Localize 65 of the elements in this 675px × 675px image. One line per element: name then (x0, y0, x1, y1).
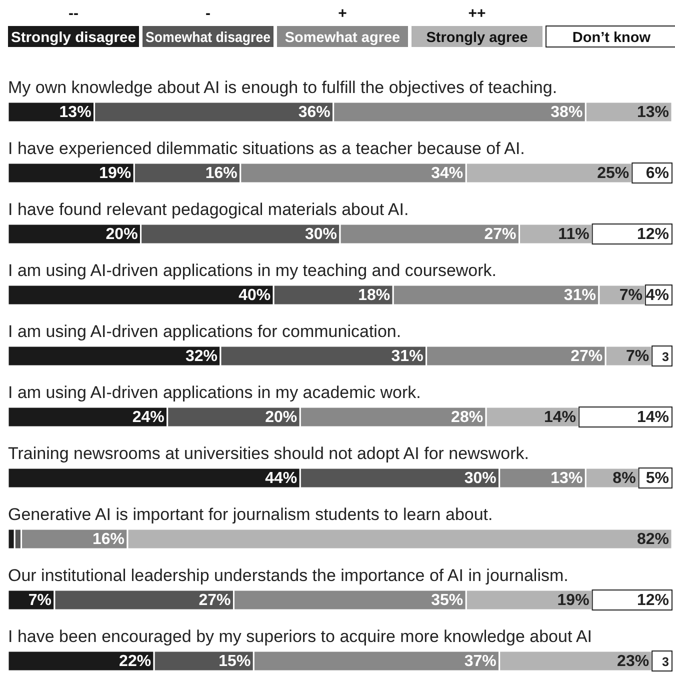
data-label: 13% (636, 104, 669, 121)
text: ++ (468, 5, 486, 22)
data-label: 13% (550, 470, 583, 487)
data-label: 20% (265, 409, 298, 426)
data-label: 24% (132, 409, 164, 426)
data-label: 20% (106, 226, 138, 243)
data-label: 31% (391, 348, 424, 365)
data-label: 19% (557, 592, 590, 609)
data-label: 27% (484, 226, 516, 243)
text: Somewhat agree (284, 30, 400, 46)
data-label: 19% (99, 165, 132, 182)
data-label: 7% (28, 592, 52, 609)
y-tick-label: I have found relevant pedagogical materials about AI. (8, 200, 409, 219)
data-label: 27% (198, 592, 231, 609)
y-tick-label: Our institutional leadership understands the importance of AI in journalism. (8, 566, 568, 585)
data-label: 14% (544, 409, 576, 426)
text: Somewhat disagree (146, 30, 282, 46)
data-label: 27% (570, 348, 603, 365)
data-label: 40% (238, 287, 271, 304)
data-label: 30% (464, 470, 496, 487)
data-label: 5% (646, 470, 669, 487)
data-label: 32% (185, 348, 218, 365)
data-label: 14% (636, 409, 669, 426)
y-tick-label: I am using AI-driven applications for communication. (8, 322, 402, 341)
data-label: 6% (646, 165, 669, 182)
data-label: 37% (464, 653, 496, 670)
data-label: 25% (597, 165, 630, 182)
text: -- (68, 5, 78, 22)
y-tick-label: Training newsrooms at universities should not adopt AI for newswork. (8, 444, 529, 463)
data-label: 22% (119, 653, 152, 670)
data-label: 36% (298, 104, 330, 121)
data-label: 3 (662, 350, 670, 364)
data-label: 16% (92, 531, 125, 548)
data-label: 7% (626, 348, 650, 365)
data-label: 44% (265, 470, 298, 487)
data-label: 34% (431, 165, 464, 182)
text: + (338, 5, 348, 22)
data-label: 28% (451, 409, 484, 426)
data-label: 31% (564, 287, 596, 304)
text: Strongly disagree (11, 30, 136, 46)
data-label: 23% (617, 653, 650, 670)
data-label: 12% (636, 226, 669, 243)
data-label: 16% (205, 165, 238, 182)
data-label: 38% (550, 104, 583, 121)
data-label: 13% (59, 104, 92, 121)
data-label: 35% (431, 592, 464, 609)
data-label: 15% (218, 653, 251, 670)
data-label: 12% (636, 592, 669, 609)
data-label: 18% (358, 287, 390, 304)
data-label: 82% (636, 531, 669, 548)
y-tick-label: My own knowledge about AI is enough to fulfill the objectives of teaching. (8, 78, 558, 97)
data-label: 11% (558, 226, 590, 243)
data-label: 30% (304, 226, 337, 243)
y-tick-label: I am using AI-driven applications in my academic work. (8, 383, 421, 402)
y-tick-label: I have experienced dilemmatic situations as a teacher because of AI. (8, 139, 525, 158)
data-label: 4% (646, 287, 669, 304)
text: - (206, 5, 210, 22)
text: Strongly agree (426, 30, 528, 46)
y-tick-label: I am using AI-driven applications in my teaching and coursework. (8, 261, 497, 280)
data-label: 3 (662, 655, 670, 669)
y-tick-label: Generative AI is important for journalism students to learn about. (8, 505, 493, 524)
data-label: 7% (619, 287, 642, 304)
text: Don’t know (572, 30, 652, 46)
y-tick-label: I have been encouraged by my superiors to acquire more knowledge about AI (8, 627, 592, 646)
data-label: 8% (612, 470, 636, 487)
